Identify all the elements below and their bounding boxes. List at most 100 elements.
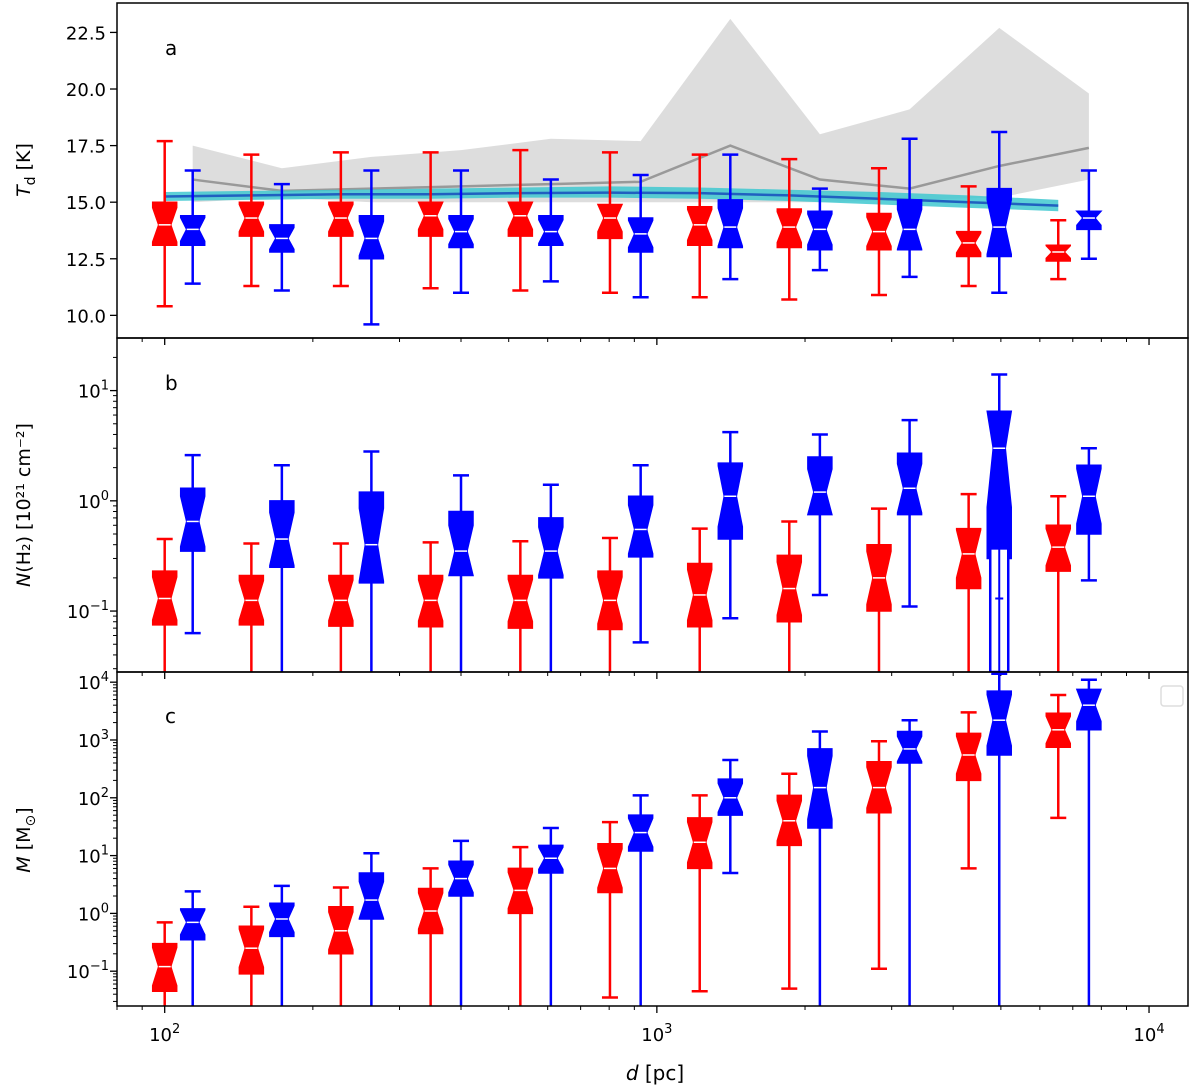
panel-b-blue-box-10: [1076, 446, 1102, 582]
panel-a-blue-box-10-body: [1075, 210, 1103, 231]
panel-a-red-box-1-body: [238, 201, 265, 237]
panel-b-y-tick-label-1: 100: [78, 489, 109, 513]
gray-range-band: [192, 18, 1089, 203]
panel-c-y-tick-label-2: 101: [78, 844, 109, 868]
panel-b-blue-box-2-body: [358, 491, 385, 584]
panel-a-red-box-2-body: [328, 201, 354, 237]
panel-c-blue-box-0-body: [179, 908, 206, 941]
panel-a-red-box-5-body: [596, 203, 624, 240]
panel-c-blue-box-7: [807, 730, 833, 1006]
panel-a-red-box-10-body: [1045, 244, 1072, 262]
panel-c-blue-box-8-body: [896, 730, 923, 764]
panel-b-blue-box-5: [627, 464, 654, 644]
panel-a-blue-box-9: [986, 130, 1012, 294]
panel-a-blue-box-10: [1075, 169, 1103, 261]
panel-c-red-box-7: [776, 772, 803, 990]
panel-c-y-tick-label-3: 102: [78, 786, 109, 810]
panel-b-red-box-10-body: [1045, 524, 1072, 572]
panel-c-red-box-9-body: [955, 732, 982, 782]
panel-b-blue-box-3-body: [448, 510, 474, 577]
panel-c-y-tick-label-5: 104: [78, 670, 109, 694]
tick-exp: 3: [101, 728, 109, 743]
panel-a-blue-box-8-body: [896, 199, 923, 251]
tick-base: 10: [78, 731, 101, 752]
panel-a-blue-box-7: [807, 187, 833, 272]
panel-a-blue-box-1: [269, 182, 295, 292]
panel-c-blue-box-9: [986, 672, 1012, 1006]
panel-b-blue-box-10-body: [1076, 464, 1102, 535]
panel-c-red-box-5: [597, 820, 623, 999]
tick-exp: 0: [101, 489, 109, 504]
panel-c-frame: [116, 671, 1189, 1007]
panel-b-red-box-0: [151, 537, 178, 672]
panel-c-label: c: [165, 704, 176, 728]
panel-c-red-box-10: [1045, 693, 1072, 820]
panel-c-red-box-6: [686, 794, 713, 993]
panel-c-blue-box-0: [179, 890, 206, 1006]
tick-exp: 1: [101, 379, 109, 394]
panel-a-red-box-7: [776, 157, 803, 301]
panel-a-red-box-3-body: [417, 201, 444, 237]
x-tick-label-100: 102: [149, 1022, 180, 1046]
panel-c-blue-box-2-body: [358, 872, 385, 920]
panel-a-red-box-4-body: [507, 201, 534, 237]
panel-c-blue-box-4-body: [538, 844, 564, 874]
tick-exp: −1: [90, 959, 109, 974]
panel-b-red-box-8: [866, 507, 892, 672]
panel-b-red-box-5: [597, 536, 623, 672]
panel-c-red-box-1: [238, 905, 265, 1006]
panel-c-y-tick-label-0: 10−1: [67, 959, 109, 983]
panel-a-red-box-4: [507, 148, 534, 292]
panel-b-red-box-9: [955, 492, 982, 672]
panel-a-red-box-2: [328, 151, 354, 288]
panel-b-blue-box-3: [448, 474, 474, 672]
panel-a-blue-box-2-body: [358, 215, 385, 260]
panel-b-red-box-10: [1045, 495, 1072, 672]
panel-b-blue-box-7-body: [806, 456, 833, 516]
panel-a-y-tick-label-0: 10.0: [66, 306, 106, 327]
panel-a-y-tick-label-5: 22.5: [66, 23, 106, 44]
panel-c-y-tick-label-4: 103: [78, 728, 109, 752]
tick-base: 10: [78, 673, 101, 694]
panels: 10.012.515.017.520.022.510−110010110−110…: [66, 2, 1189, 1013]
tick-base: 10: [67, 602, 90, 623]
tick-base: 10: [78, 492, 101, 513]
panel-a-blue-box-7-body: [807, 210, 833, 251]
panel-c-red-box-2: [328, 886, 354, 1006]
panel-b-blue-box-6: [717, 430, 744, 620]
cyan-model-band: [164, 186, 1059, 212]
panel-a-red-box-5: [596, 151, 624, 294]
legend-box: [1160, 685, 1184, 707]
panel-b-blue-box-9-body: [986, 410, 1013, 560]
panel-b-blue-box-7: [806, 433, 833, 597]
panel-b-red-box-4: [507, 539, 534, 672]
panel-c-blue-box-9-body: [986, 690, 1012, 756]
panel-c-plot-area: [151, 672, 1102, 1006]
panel-b-blue-box-1-body: [269, 500, 295, 568]
panel-a-red-box-10: [1045, 219, 1072, 281]
panel-a-blue-box-0-body: [179, 215, 206, 246]
panel-a-blue-box-8: [896, 137, 923, 279]
panel-a-y-tick-label-4: 20.0: [66, 80, 106, 101]
panel-b-red-box-3: [417, 541, 444, 672]
panel-a-blue-box-2: [358, 169, 385, 326]
panel-c-blue-box-4: [538, 826, 564, 1006]
panel-c-blue-box-7-body: [807, 748, 833, 829]
panel-b-y-tick-label-0: 10−1: [67, 599, 109, 623]
y-axis-label-c: M [M⊙]: [13, 807, 39, 872]
panel-b-red-box-4-body: [507, 574, 534, 629]
panel-c-red-box-4: [507, 845, 534, 1006]
tick-base: 10: [78, 789, 101, 810]
panel-a-red-box-6-body: [686, 205, 713, 246]
panel-c-y-tick-label-1: 100: [78, 901, 109, 925]
panel-c-blue-box-8: [896, 718, 923, 1006]
panel-a-blue-box-5: [627, 173, 654, 299]
panel-a-y-tick-label-1: 12.5: [66, 250, 106, 271]
panel-a-red-box-7-body: [776, 208, 803, 249]
panel-a-red-box-8: [866, 166, 892, 297]
y-axis-label-b: N(H₂) [10²¹ cm⁻²]: [13, 423, 35, 587]
panel-a-blue-box-4: [538, 178, 564, 283]
panel-c-blue-box-5: [627, 794, 654, 1006]
